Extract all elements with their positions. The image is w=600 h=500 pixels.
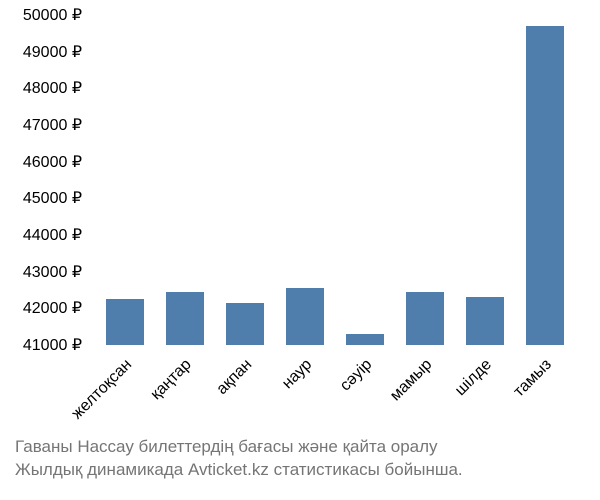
bar <box>106 299 143 345</box>
y-tick-label: 43000 ₽ <box>23 262 82 282</box>
chart-caption: Гаваны Нассау билеттердің бағасы және қа… <box>15 436 585 482</box>
x-tick-label: сәуір <box>337 356 376 395</box>
y-tick-label: 45000 ₽ <box>23 188 82 208</box>
y-tick-label: 50000 ₽ <box>23 5 82 25</box>
y-tick-label: 49000 ₽ <box>23 42 82 62</box>
caption-line-2: Жылдық динамикада Avticket.kz статистика… <box>15 459 585 482</box>
x-tick-label: тамыз <box>511 356 556 401</box>
bars-container <box>95 15 575 345</box>
x-tick-label: мамыр <box>387 356 436 405</box>
y-tick-label: 46000 ₽ <box>23 152 82 172</box>
x-tick-label: ақпан <box>213 356 256 399</box>
bar <box>226 303 263 345</box>
bar <box>406 292 443 345</box>
bar <box>166 292 203 345</box>
x-axis-labels: желтоқсанқаңтарақпаннаурсәуірмамыршілдет… <box>95 350 575 440</box>
y-tick-label: 48000 ₽ <box>23 78 82 98</box>
y-tick-label: 41000 ₽ <box>23 335 82 355</box>
y-tick-label: 42000 ₽ <box>23 298 82 318</box>
x-tick-label: шілде <box>452 356 496 400</box>
x-tick-label: наур <box>279 356 316 393</box>
x-tick-label: қаңтар <box>148 356 196 404</box>
bar <box>466 297 503 345</box>
y-tick-label: 44000 ₽ <box>23 225 82 245</box>
bar <box>526 26 563 345</box>
bar <box>346 334 383 345</box>
y-tick-label: 47000 ₽ <box>23 115 82 135</box>
caption-line-1: Гаваны Нассау билеттердің бағасы және қа… <box>15 436 585 459</box>
y-axis: 41000 ₽42000 ₽43000 ₽44000 ₽45000 ₽46000… <box>0 15 90 345</box>
bar <box>286 288 323 345</box>
x-tick-label: желтоқсан <box>68 356 135 423</box>
chart-plot-area <box>95 15 575 345</box>
